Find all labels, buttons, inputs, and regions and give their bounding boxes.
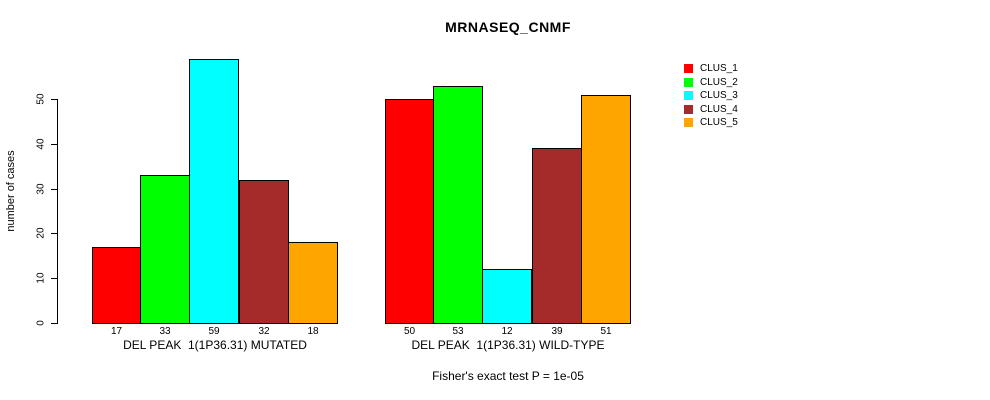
bar-value-label: 17 <box>110 326 123 337</box>
legend-label: CLUS_1 <box>700 63 738 74</box>
bar-clus_1 <box>92 247 141 324</box>
bar-clus_5 <box>288 242 338 324</box>
legend-color-swatch <box>684 64 693 73</box>
bar-value-label: 59 <box>208 326 220 337</box>
legend-color-swatch <box>684 118 693 127</box>
bar-value-label: 39 <box>551 326 563 337</box>
legend-entry-clus_3: CLUS_3 <box>684 90 754 103</box>
x-axis-group-label-mutated: DEL PEAK 1(1P36.31) MUTATED <box>123 338 307 352</box>
y-axis-tick <box>51 189 57 190</box>
bar-clus_4 <box>239 180 289 324</box>
y-axis-tick <box>51 144 57 145</box>
y-axis-tick <box>51 278 57 279</box>
y-axis-tick <box>51 323 57 324</box>
y-axis-tick-label: 20 <box>35 227 47 239</box>
bar-clus_4 <box>532 148 582 324</box>
bar-clus_2 <box>140 175 190 324</box>
legend-entry-clus_5: CLUS_5 <box>684 117 754 130</box>
legend-entry-clus_2: CLUS_2 <box>684 77 754 90</box>
bar-clus_3 <box>189 59 239 324</box>
y-axis-tick-label: 40 <box>35 138 47 150</box>
legend-label: CLUS_3 <box>700 90 738 101</box>
bar-clus_1 <box>385 99 434 324</box>
bar-value-label: 18 <box>307 326 319 337</box>
y-axis-tick-label: 30 <box>35 183 47 195</box>
y-axis-line <box>57 99 58 324</box>
y-axis-tick-label: 50 <box>35 93 47 105</box>
bar-clus_2 <box>433 86 483 324</box>
x-axis-group-label-wildtype: DEL PEAK 1(1P36.31) WILD-TYPE <box>411 338 605 352</box>
bar-value-label: 50 <box>403 326 416 337</box>
legend-color-swatch <box>684 91 693 100</box>
legend-color-swatch <box>684 104 693 114</box>
bar-value-label: 32 <box>258 326 270 337</box>
legend-label: CLUS_5 <box>700 117 738 128</box>
legend-entry-clus_1: CLUS_1 <box>684 63 754 76</box>
legend-label: CLUS_4 <box>700 103 738 115</box>
y-axis-tick-label: 0 <box>35 320 47 326</box>
y-axis-tick <box>51 99 57 100</box>
y-axis-label: number of cases <box>5 150 17 232</box>
bar-clus_3 <box>482 269 532 324</box>
bar-value-label: 51 <box>600 326 612 337</box>
bar-value-label: 33 <box>159 326 171 337</box>
bar-value-label: 53 <box>452 326 464 337</box>
fisher-test-footnote: Fisher's exact test P = 1e-05 <box>432 369 584 383</box>
y-axis-tick-label: 10 <box>35 272 47 284</box>
bar-clus_5 <box>581 95 631 324</box>
legend-color-swatch <box>684 77 693 87</box>
legend-label: CLUS_2 <box>700 76 738 88</box>
y-axis-tick <box>51 233 57 234</box>
legend-entry-clus_4: CLUS_4 <box>684 104 754 117</box>
chart-title: MRNASEQ_CNMF <box>445 19 571 35</box>
bar-value-label: 12 <box>501 326 513 337</box>
